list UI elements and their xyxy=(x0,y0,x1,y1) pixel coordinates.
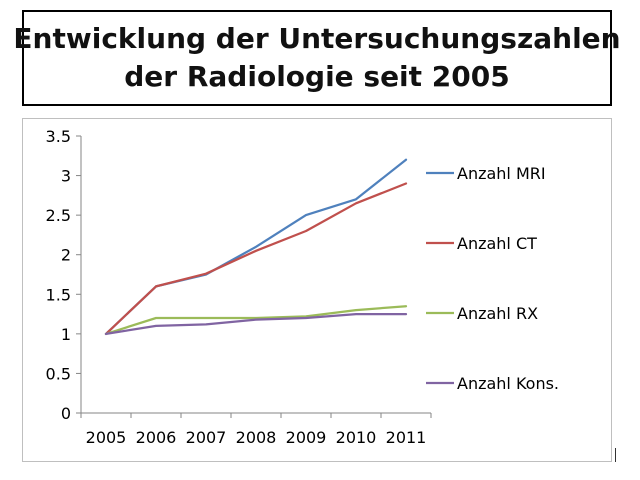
x-tick-label: 2007 xyxy=(186,428,227,447)
stray-mark xyxy=(615,448,616,462)
y-tick-label: 0.5 xyxy=(46,364,71,383)
chart-frame: 0 0.5 1 1.5 2 2.5 3 3.5 2005 2006 2007 2008 2009 2010… xyxy=(22,118,612,462)
series-line-anzahl-ct xyxy=(104,182,408,336)
x-tick-label: 2006 xyxy=(136,428,177,447)
title-line-1: Entwicklung der Untersuchungszahlen xyxy=(13,22,621,55)
y-tick-label: 1.5 xyxy=(46,285,71,304)
x-tick-label: 2005 xyxy=(86,428,127,447)
title-box: Entwicklung der Untersuchungszahlen der … xyxy=(13,10,621,106)
y-tick-label: 1 xyxy=(61,325,71,344)
x-tick-label: 2009 xyxy=(286,428,327,447)
series-line-anzahl-kons xyxy=(104,312,408,336)
title-line-2: der Radiologie seit 2005 xyxy=(124,60,510,93)
y-tick-label: 2.5 xyxy=(46,206,71,225)
legend-label: Anzahl CT xyxy=(457,234,537,253)
legend-label: Anzahl RX xyxy=(457,304,538,323)
series-line-anzahl-rx xyxy=(104,305,408,336)
line-chart: 0 0.5 1 1.5 2 2.5 3 3.5 2005 2006 2007 2008 2009 2010… xyxy=(46,127,559,447)
y-tick-label: 3 xyxy=(61,167,71,186)
legend-label: Anzahl Kons. xyxy=(457,374,559,393)
x-tick-label: 2008 xyxy=(236,428,277,447)
y-tick-label: 0 xyxy=(61,404,71,423)
y-tick-label: 2 xyxy=(61,246,71,265)
series-line-anzahl-mri xyxy=(104,158,408,336)
y-tick-label: 3.5 xyxy=(46,127,71,146)
x-tick-label: 2010 xyxy=(336,428,377,447)
x-tick-label: 2011 xyxy=(386,428,427,447)
legend-label: Anzahl MRI xyxy=(457,164,546,183)
